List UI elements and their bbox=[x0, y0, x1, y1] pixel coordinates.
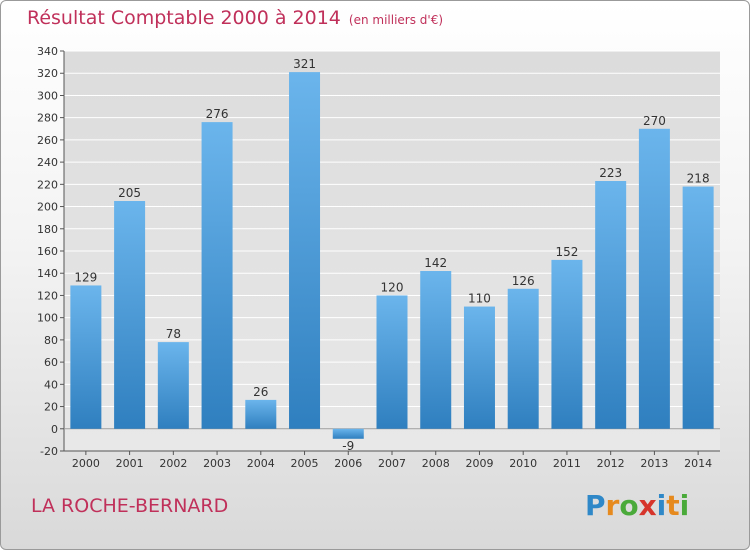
bar bbox=[595, 181, 627, 429]
x-tick-label: 2000 bbox=[72, 457, 100, 470]
y-tick-label: 200 bbox=[37, 201, 58, 214]
bar-value-label: 129 bbox=[74, 270, 97, 284]
y-tick-label: 320 bbox=[37, 67, 58, 80]
x-tick-label: 2005 bbox=[291, 457, 319, 470]
proxiti-logo: Proxiti bbox=[585, 489, 689, 522]
bar-value-label: 120 bbox=[381, 280, 404, 294]
y-tick-label: 120 bbox=[37, 289, 58, 302]
bar-value-label: 78 bbox=[166, 327, 181, 341]
bar bbox=[682, 186, 714, 429]
chart-title-text: Résultat Comptable 2000 à 2014 bbox=[27, 7, 341, 29]
logo-letter: P bbox=[585, 489, 606, 522]
y-tick-label: 140 bbox=[37, 267, 58, 280]
bar-value-label: 218 bbox=[687, 172, 710, 186]
x-tick-label: 2013 bbox=[640, 457, 668, 470]
x-tick-label: 2004 bbox=[247, 457, 275, 470]
x-tick-label: 2003 bbox=[203, 457, 231, 470]
bar bbox=[507, 288, 539, 429]
y-tick-label: 0 bbox=[51, 423, 58, 436]
bar bbox=[638, 128, 670, 429]
x-tick-label: 2007 bbox=[378, 457, 406, 470]
x-tick-label: 2012 bbox=[597, 457, 625, 470]
bar bbox=[463, 306, 495, 429]
bar-value-label: 152 bbox=[555, 245, 578, 259]
x-tick-label: 2014 bbox=[684, 457, 712, 470]
bar bbox=[114, 201, 146, 429]
x-tick-label: 2011 bbox=[553, 457, 581, 470]
y-tick-label: 20 bbox=[44, 401, 58, 414]
y-tick-label: 260 bbox=[37, 134, 58, 147]
place-name: LA ROCHE-BERNARD bbox=[31, 495, 229, 517]
chart-title: Résultat Comptable 2000 à 2014 (en millie… bbox=[27, 7, 443, 29]
bar bbox=[551, 259, 583, 429]
x-tick-label: 2010 bbox=[509, 457, 537, 470]
bar bbox=[420, 271, 452, 429]
y-tick-label: 240 bbox=[37, 156, 58, 169]
y-tick-label: 180 bbox=[37, 223, 58, 236]
logo-letter: i bbox=[679, 489, 690, 522]
logo-letter: x bbox=[638, 489, 657, 522]
bar-value-label: 26 bbox=[253, 385, 268, 399]
bar bbox=[332, 428, 364, 439]
bar-value-label: 276 bbox=[206, 107, 229, 121]
x-tick-label: 2002 bbox=[159, 457, 187, 470]
y-tick-label: 40 bbox=[44, 378, 58, 391]
logo-letter: r bbox=[605, 489, 620, 522]
bar bbox=[289, 72, 321, 429]
bar-value-label: -9 bbox=[342, 439, 354, 453]
bar bbox=[201, 122, 233, 429]
bar-value-label: 270 bbox=[643, 114, 666, 128]
x-tick-label: 2006 bbox=[334, 457, 362, 470]
x-tick-label: 2001 bbox=[116, 457, 144, 470]
logo-letter: i bbox=[656, 489, 667, 522]
y-tick-label: 80 bbox=[44, 334, 58, 347]
bar-value-label: 142 bbox=[424, 256, 447, 270]
bar bbox=[157, 342, 189, 429]
y-tick-label: 300 bbox=[37, 89, 58, 102]
x-tick-label: 2009 bbox=[465, 457, 493, 470]
bar bbox=[70, 285, 102, 429]
chart-unit: (en milliers d'€) bbox=[348, 13, 444, 27]
bar bbox=[245, 399, 277, 429]
bar bbox=[376, 295, 408, 429]
y-tick-label: 280 bbox=[37, 112, 58, 125]
y-tick-label: 220 bbox=[37, 178, 58, 191]
logo-letter: o bbox=[619, 489, 639, 522]
bar-value-label: 110 bbox=[468, 292, 491, 306]
bar-value-label: 223 bbox=[599, 166, 622, 180]
y-tick-label: 160 bbox=[37, 245, 58, 258]
y-tick-label: -20 bbox=[40, 445, 58, 458]
bar-value-label: 126 bbox=[512, 274, 535, 288]
x-tick-label: 2008 bbox=[422, 457, 450, 470]
y-tick-label: 340 bbox=[37, 45, 58, 58]
bar-value-label: 321 bbox=[293, 57, 316, 71]
bar-value-label: 205 bbox=[118, 186, 141, 200]
y-tick-label: 60 bbox=[44, 356, 58, 369]
logo-letter: t bbox=[666, 489, 680, 522]
y-tick-label: 100 bbox=[37, 312, 58, 325]
